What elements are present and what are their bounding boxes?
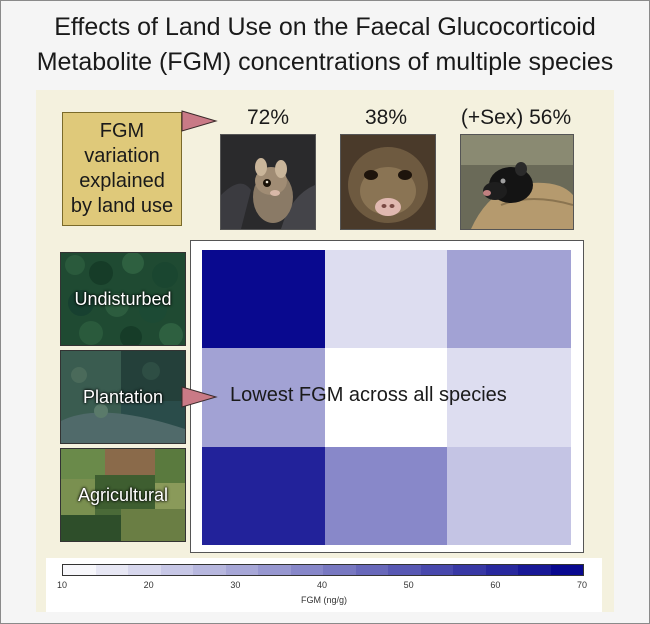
figure-title: Effects of Land Use on the Faecal Glucoc… [0, 10, 650, 80]
heatmap-cell-agricultural-3 [447, 446, 571, 546]
heatmap-cell-agricultural-1 [202, 446, 326, 546]
possum-photo [220, 134, 316, 230]
fgm-variation-box: FGM variation explained by land use [62, 112, 182, 226]
colorbar-tick-label: 10 [56, 580, 67, 590]
heatmap-cell-undisturbed-2 [324, 250, 448, 349]
variation-line-3: explained [79, 170, 165, 192]
colorbar-segment [63, 565, 96, 575]
colorbar-segment [420, 565, 453, 575]
heatmap-cell-plantation-3 [447, 348, 571, 448]
heatmap-cell-undisturbed-3 [447, 250, 571, 349]
colorbar-tick-label: 50 [403, 580, 414, 590]
title-line-2: Metabolite (FGM) concentrations of multi… [36, 48, 614, 76]
colorbar-tick-label: 40 [316, 580, 327, 590]
colorbar-label: FGM (ng/g) [300, 595, 347, 605]
plantation-aerial-tile: Plantation [60, 350, 186, 444]
colorbar-segment [388, 565, 421, 575]
colorbar-segment [518, 565, 551, 575]
land-label-agricultural: Agricultural [77, 484, 169, 505]
variation-line-4: by land use [70, 195, 174, 217]
colorbar-segment [95, 565, 128, 575]
title-line-1: Effects of Land Use on the Faecal Glucoc… [54, 13, 596, 41]
heatmap-cell-agricultural-2 [324, 446, 448, 546]
colorbar-tick-label: 60 [490, 580, 501, 590]
colorbar-segment [290, 565, 323, 575]
undisturbed-aerial-tile: Undisturbed [60, 252, 186, 346]
colorbar [62, 564, 584, 576]
heatmap-cell-plantation-2 [324, 348, 448, 448]
bandicoot-photo [340, 134, 436, 230]
colorbar-segment [453, 565, 486, 575]
agricultural-aerial-tile: Agricultural [60, 448, 186, 542]
colorbar-segment [355, 565, 388, 575]
colorbar-legend: 10 20 30 40 50 60 70 FGM (ng/g) [46, 558, 602, 612]
tasmanian-devil-photo [460, 134, 574, 230]
colorbar-tick-label: 30 [230, 580, 241, 590]
colorbar-segment [160, 565, 193, 575]
variation-line-2: variation [84, 145, 160, 167]
variation-pointer-arrow [181, 110, 218, 132]
colorbar-tick-label: 20 [143, 580, 154, 590]
colorbar-segment [128, 565, 161, 575]
species-3-percent: (+Sex) 56% [460, 106, 572, 129]
variation-line-1: FGM [99, 120, 145, 142]
land-label-undisturbed: Undisturbed [74, 288, 172, 309]
heatmap-annotation: Lowest FGM across all species [230, 384, 507, 406]
plantation-pointer-arrow [181, 386, 218, 408]
species-2-percent: 38% [364, 106, 408, 129]
species-1-percent: 72% [246, 106, 290, 129]
heatmap-cell-undisturbed-1 [202, 250, 326, 349]
colorbar-segment [258, 565, 291, 575]
colorbar-segment [550, 565, 583, 575]
land-label-plantation: Plantation [82, 386, 164, 407]
colorbar-tick-label: 70 [576, 580, 587, 590]
colorbar-segment [193, 565, 226, 575]
colorbar-segment [485, 565, 518, 575]
heatmap-cell-plantation-1 [202, 348, 326, 448]
colorbar-segment [323, 565, 356, 575]
colorbar-segment [225, 565, 258, 575]
